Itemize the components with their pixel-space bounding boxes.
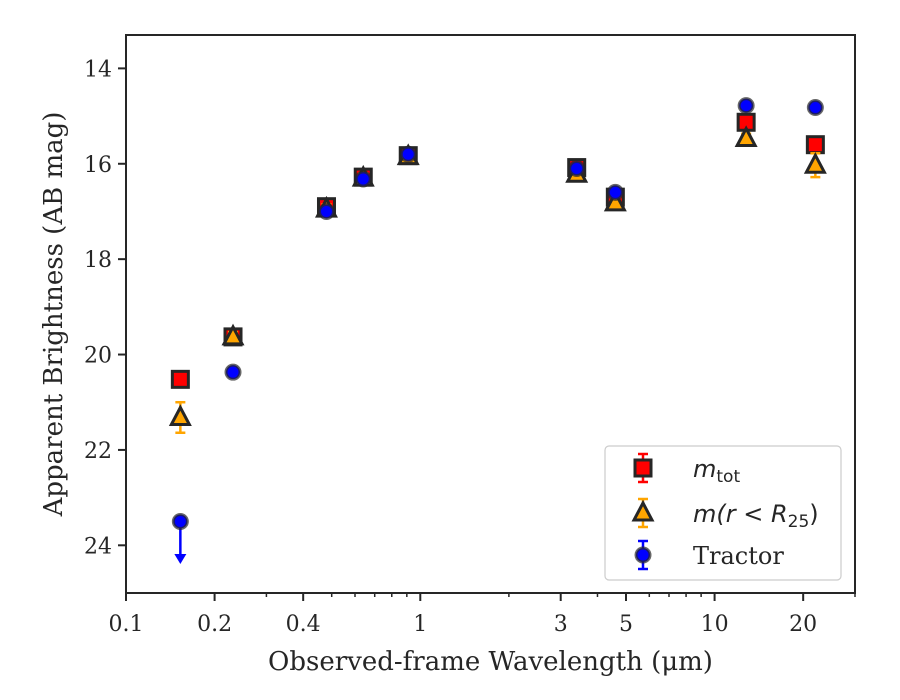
- upper-limit-arrow-head: [174, 554, 187, 564]
- y-tick-label: 18: [84, 248, 112, 273]
- axis-ticks: 0.1 0.2 0.4 1 3 5 10 20 14 16 18 20 22 24: [84, 57, 856, 637]
- data-point: [224, 363, 242, 381]
- data-point: [606, 183, 624, 201]
- y-tick-label: 22: [84, 439, 112, 464]
- y-tick-label: 24: [84, 534, 112, 559]
- x-axis-label: Observed-frame Wavelength (μm): [268, 647, 713, 677]
- legend-label: Tractor: [693, 542, 784, 570]
- x-tick-label: 0.2: [197, 612, 232, 637]
- x-tick-label: 0.1: [109, 612, 144, 637]
- y-axis-label: Apparent Brightness (AB mag): [39, 112, 69, 518]
- x-tick-label: 3: [554, 612, 568, 637]
- legend-entry: Tractor: [634, 539, 784, 571]
- data-point: [170, 369, 190, 389]
- data-point: [317, 202, 335, 220]
- y-tick-label: 20: [84, 344, 112, 369]
- data-point: [603, 189, 627, 212]
- data-marks: [168, 97, 827, 564]
- data-point: [568, 160, 586, 178]
- data-point: [399, 145, 417, 163]
- data-point: [734, 125, 758, 147]
- series-circle: [171, 97, 824, 564]
- y-tick-label: 14: [84, 57, 112, 82]
- x-tick-label: 10: [701, 612, 729, 637]
- x-tick-label: 0.4: [286, 612, 321, 637]
- legend-marker-triangle: [631, 499, 655, 522]
- legend-box: [604, 445, 842, 581]
- y-tick-label: 16: [84, 153, 112, 178]
- data-point: [221, 323, 245, 346]
- data-point: [737, 97, 755, 115]
- legend-marker-square: [633, 458, 653, 478]
- data-point: [803, 151, 827, 174]
- legend-marker-circle: [634, 546, 652, 564]
- plot-frame: [125, 34, 856, 594]
- data-point: [806, 98, 824, 116]
- x-tick-label: 20: [789, 612, 817, 637]
- data-point: [805, 135, 825, 155]
- data-point: [354, 170, 372, 188]
- x-tick-label: 5: [619, 612, 633, 637]
- data-point: [168, 404, 192, 426]
- data-point: [171, 512, 189, 530]
- x-tick-label: 1: [413, 612, 427, 637]
